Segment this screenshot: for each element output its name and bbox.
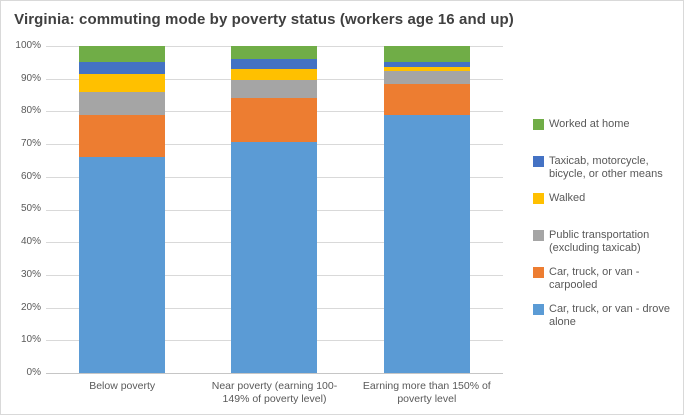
bar-slot: [351, 46, 503, 373]
y-axis-tick-label: 100%: [15, 40, 41, 51]
bar-segment: [231, 98, 318, 143]
y-axis: 100% 90% 80% 70% 60% 50% 40% 30% 20% 10% 0%: [0, 40, 41, 379]
y-axis-tick-label: 80%: [20, 105, 41, 117]
legend-label: Taxicab, motorcycle, bicycle, or other m…: [549, 155, 663, 180]
y-axis-tick-label: 50%: [20, 203, 41, 215]
y-axis-tick-label: 90%: [20, 72, 41, 84]
bar-slot: [198, 46, 350, 373]
plot-area: [46, 46, 503, 374]
bar-segment: [383, 67, 470, 71]
legend-label: Walked: [549, 192, 586, 204]
stacked-bar-1: [79, 46, 166, 373]
bar-segment: [231, 80, 318, 99]
y-axis-tick-label: 10%: [20, 334, 41, 346]
legend-color-swatch: [533, 156, 544, 167]
y-axis-tick-label: 40%: [20, 236, 41, 248]
x-axis-label-text: Earning more than 150% of poverty level: [362, 380, 491, 405]
bar-segment: [79, 62, 166, 74]
bar-segment: [231, 59, 318, 69]
legend-color-swatch: [533, 119, 544, 130]
legend-item-carpooled: Car, truck, or van - carpooled: [533, 266, 683, 303]
bars: [46, 46, 503, 373]
legend-label: Car, truck, or van - drove alone: [549, 303, 671, 328]
legend-item-taxicab-other: Taxicab, motorcycle, bicycle, or other m…: [533, 155, 683, 192]
legend-item-public-transportation: Public transportation (excluding taxicab…: [533, 229, 683, 266]
x-axis-label-text: Below poverty: [89, 380, 156, 392]
bar-segment: [231, 68, 318, 81]
legend-item-worked-at-home: Worked at home: [533, 118, 683, 155]
y-axis-tick-label: 20%: [20, 301, 41, 313]
bar-segment: [383, 46, 470, 63]
legend-color-swatch: [533, 304, 544, 315]
bar-segment: [79, 114, 166, 158]
bar-segment: [231, 46, 318, 60]
x-axis-label-near-poverty: Near poverty (earning 100-149% of povert…: [198, 380, 350, 406]
bar-segment: [79, 73, 166, 92]
x-axis-line: [46, 373, 503, 374]
legend-item-walked: Walked: [533, 192, 683, 229]
legend-label: Worked at home: [549, 118, 630, 130]
legend-color-swatch: [533, 267, 544, 278]
bar-segment: [383, 83, 470, 115]
bar-segment: [79, 91, 166, 115]
bar-segment: [383, 114, 470, 373]
bar-segment: [79, 46, 166, 63]
x-axis-label-below-poverty: Below poverty: [46, 380, 198, 406]
bar-segment: [383, 70, 470, 84]
bar-slot: [46, 46, 198, 373]
legend-label: Car, truck, or van - carpooled: [549, 266, 640, 291]
stacked-bar-3: [383, 46, 470, 373]
bar-segment: [79, 157, 166, 373]
legend-label: Public transportation (excluding taxicab…: [549, 229, 650, 254]
legend: Worked at home Taxicab, motorcycle, bicy…: [533, 118, 683, 340]
y-axis-tick-label: 70%: [20, 138, 41, 150]
y-axis-tick-label: 0%: [26, 366, 41, 378]
chart-title: Virginia: commuting mode by poverty stat…: [14, 11, 514, 28]
bar-segment: [383, 62, 470, 68]
legend-color-swatch: [533, 230, 544, 241]
x-axis: Below poverty Near poverty (earning 100-…: [46, 380, 503, 406]
stacked-bar-2: [231, 46, 318, 373]
y-axis-tick-label: 60%: [20, 170, 41, 182]
x-axis-label-text: Near poverty (earning 100-149% of povert…: [211, 380, 338, 405]
bar-segment: [231, 142, 318, 373]
legend-item-drove-alone: Car, truck, or van - drove alone: [533, 303, 683, 340]
legend-color-swatch: [533, 193, 544, 204]
y-axis-tick-label: 30%: [20, 268, 41, 280]
x-axis-label-above-150pct: Earning more than 150% of poverty level: [351, 380, 503, 406]
